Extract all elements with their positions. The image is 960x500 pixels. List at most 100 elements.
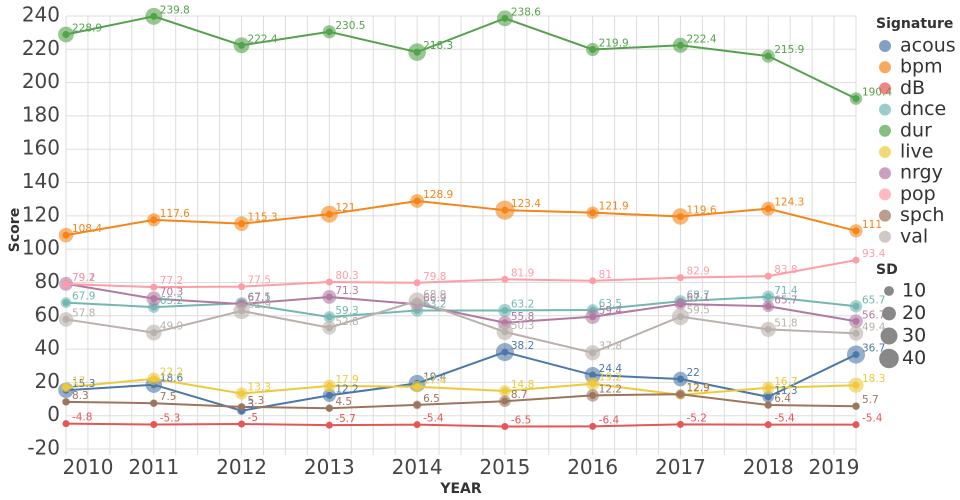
data-label: 12.2 xyxy=(599,383,622,395)
data-point xyxy=(764,384,772,392)
data-point xyxy=(413,421,421,429)
data-label: 117.6 xyxy=(160,208,190,220)
y-tick-label: 200 xyxy=(22,69,60,93)
data-point xyxy=(413,48,421,56)
data-label: 238.6 xyxy=(511,6,541,18)
data-point xyxy=(325,28,333,36)
legend-swatch-icon xyxy=(879,230,891,243)
data-point xyxy=(589,422,597,430)
data-point xyxy=(238,420,246,428)
data-label: 13.3 xyxy=(248,382,271,394)
data-label: 111 xyxy=(862,219,882,231)
series-dur xyxy=(58,7,863,105)
data-label: 67.1 xyxy=(248,292,271,304)
data-point xyxy=(413,279,421,287)
series-line-spch xyxy=(65,393,857,410)
data-label: 19.2 xyxy=(599,372,622,384)
legend-swatch-icon xyxy=(879,40,891,52)
data-point xyxy=(501,423,509,431)
data-point xyxy=(589,371,597,379)
legend-item-val: val xyxy=(879,225,928,247)
data-point xyxy=(150,329,158,337)
data-label: 228.9 xyxy=(72,22,102,34)
data-label: 239.8 xyxy=(160,4,190,16)
data-label: 65.7 xyxy=(774,294,797,306)
data-label: 57.8 xyxy=(72,307,95,319)
data-point xyxy=(62,315,70,323)
legend-swatch-icon xyxy=(879,188,891,201)
series-line-acous xyxy=(65,351,857,412)
y-tick-label: 160 xyxy=(22,136,60,160)
data-label: 16.7 xyxy=(774,376,797,388)
data-point xyxy=(501,397,509,405)
size-legend-label: 40 xyxy=(902,347,926,369)
legend-swatch-icon xyxy=(879,167,891,180)
data-point xyxy=(764,401,772,409)
data-label: 17.4 xyxy=(423,375,447,387)
data-label: 80.3 xyxy=(335,270,358,282)
x-tick-label: 2017 xyxy=(655,455,706,479)
x-tick-label: 2016 xyxy=(567,455,618,479)
data-point xyxy=(413,401,421,409)
size-legend-label: 30 xyxy=(902,325,926,347)
series-acous xyxy=(58,343,866,416)
data-point xyxy=(501,206,509,214)
data-point xyxy=(62,30,70,38)
data-label: 93.4 xyxy=(862,248,886,260)
data-label: 17 xyxy=(72,375,85,387)
data-label: 68.7 xyxy=(686,289,709,301)
data-label: 18.6 xyxy=(160,373,184,385)
legend-item-dB: dB xyxy=(879,77,925,99)
data-label: 14.8 xyxy=(511,379,534,391)
legend-label: acous xyxy=(900,35,956,57)
data-label: 19.4 xyxy=(423,371,447,383)
data-point xyxy=(150,283,158,291)
series-spch xyxy=(62,389,860,412)
data-label: 63.5 xyxy=(599,298,622,310)
data-label: 5.3 xyxy=(248,395,265,407)
data-point xyxy=(676,420,684,428)
data-point xyxy=(62,280,70,288)
data-label: 121.9 xyxy=(599,201,629,213)
data-point xyxy=(501,306,509,314)
data-point xyxy=(325,391,333,399)
series-line-dB xyxy=(65,422,856,428)
size-swatch-icon xyxy=(884,286,894,296)
data-label: 222.4 xyxy=(248,33,278,45)
series-dB xyxy=(62,420,860,431)
data-label: 36.7 xyxy=(862,343,885,355)
data-point xyxy=(676,390,684,398)
data-label: 83.8 xyxy=(774,264,797,276)
legend-label: dur xyxy=(900,119,932,141)
data-point xyxy=(325,421,333,429)
data-point xyxy=(150,421,158,429)
data-label: 22 xyxy=(686,367,699,379)
x-tick-label: 2012 xyxy=(216,455,267,479)
data-label: 6.4 xyxy=(774,393,791,405)
data-label: 12.9 xyxy=(686,382,709,394)
data-label: 215.9 xyxy=(774,44,804,56)
y-tick-label: 60 xyxy=(35,302,60,326)
data-point xyxy=(589,313,597,321)
data-point xyxy=(238,283,246,291)
data-label: 79.2 xyxy=(72,272,95,284)
data-label: 7.5 xyxy=(160,391,177,403)
data-point xyxy=(413,297,421,305)
x-tick-label: 2011 xyxy=(128,455,179,479)
data-point xyxy=(413,383,421,391)
y-tick-label: 40 xyxy=(35,336,60,360)
data-label: 6.5 xyxy=(423,393,440,405)
data-label: 11.3 xyxy=(774,385,797,397)
y-tick-label: 180 xyxy=(22,102,60,126)
data-label: -5.4 xyxy=(423,413,444,425)
legend-swatch-icon xyxy=(879,124,891,137)
data-point xyxy=(676,375,684,383)
y-axis-title: Score xyxy=(7,208,23,252)
data-label: 17.9 xyxy=(335,374,358,386)
data-point xyxy=(764,205,772,213)
data-point xyxy=(501,275,509,283)
legend-label: dnce xyxy=(900,98,946,120)
size-legend-label: 20 xyxy=(902,302,926,324)
data-label: 81 xyxy=(599,269,612,281)
